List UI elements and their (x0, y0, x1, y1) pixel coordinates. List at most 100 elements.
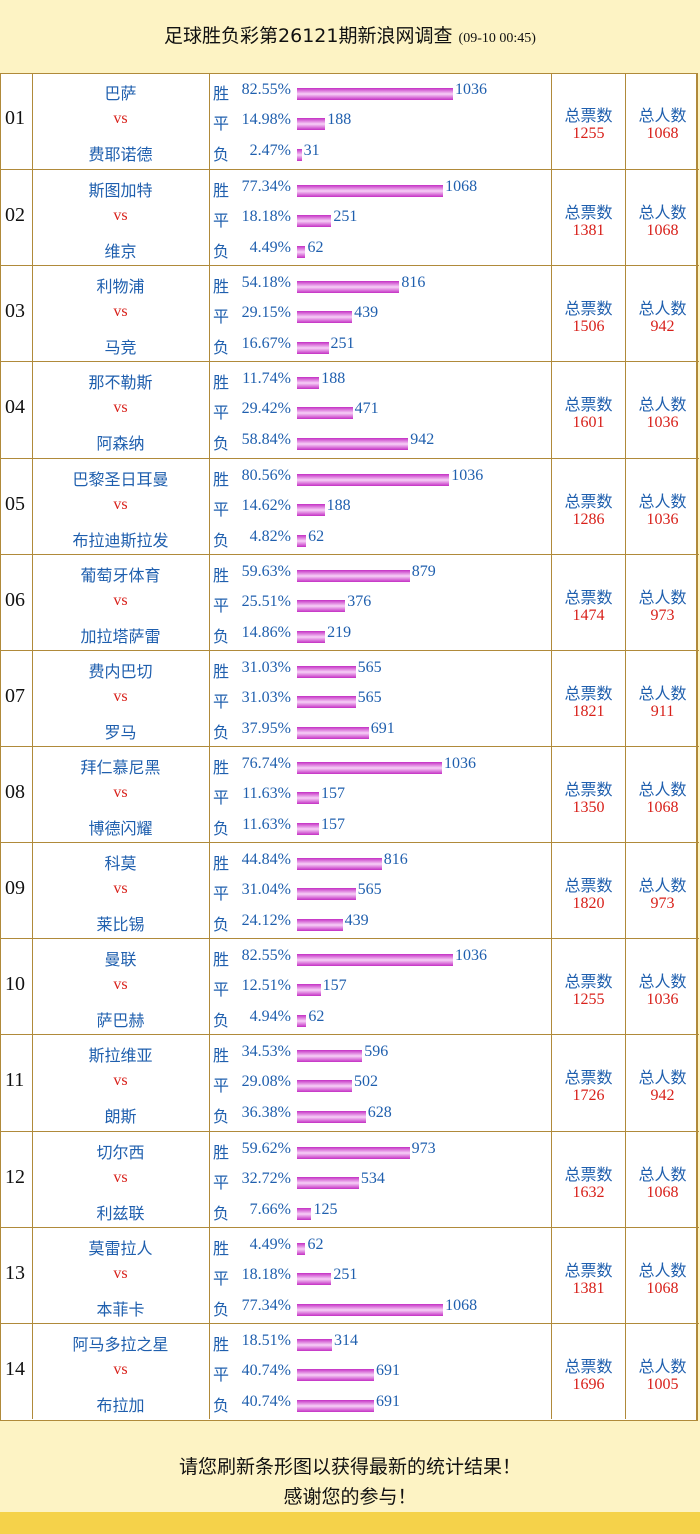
cell-border (209, 843, 210, 939)
count: 565 (357, 688, 382, 706)
footer-line: 请您刷新条形图以获得最新的统计结果！ (178, 1456, 521, 1478)
percentage: 24.12% (241, 912, 291, 930)
bar (297, 665, 356, 678)
bar (297, 1338, 332, 1351)
cell-border (551, 1131, 552, 1227)
total-votes-label: 总票数 (564, 491, 613, 511)
outcome-label: 胜 (213, 758, 230, 777)
outcome-label: 平 (213, 499, 230, 519)
total-votes: 1696 (572, 1375, 605, 1393)
count: 816 (383, 851, 408, 869)
match-number: 02 (5, 204, 25, 227)
vs: vs (113, 591, 128, 609)
footer-strip (0, 1512, 700, 1534)
count: 596 (364, 1043, 389, 1061)
vs: vs (113, 207, 128, 225)
vs: vs (113, 784, 128, 801)
cell-border (625, 170, 626, 266)
outcome-label: 平 (213, 307, 230, 327)
bar (297, 1399, 374, 1412)
total-people-label: 总人数 (638, 1356, 687, 1376)
cell-border (32, 73, 33, 170)
row: 01 巴萨 vs 费耶诺德 胜 82.55% 1036 平 14.98% 188 负 2.47% 31 总… (1, 73, 699, 170)
bar (297, 1368, 374, 1381)
total-people: 1068 (646, 125, 679, 142)
bar (297, 792, 319, 804)
total-votes: 1506 (572, 318, 605, 336)
outcome-label: 平 (213, 980, 230, 1000)
cell-border (209, 458, 210, 554)
total-people: 973 (650, 606, 675, 624)
total-people: 1036 (646, 510, 679, 528)
outcome-label: 胜 (213, 84, 230, 103)
cell-border (209, 939, 210, 1035)
cell-border (551, 747, 552, 843)
bar (297, 473, 450, 486)
home-team: 阿马多拉之星 (72, 1334, 169, 1354)
total-votes-label: 总票数 (564, 1068, 613, 1088)
bar (297, 1176, 359, 1189)
home-team: 那不勒斯 (88, 373, 153, 393)
percentage: 18.18% (241, 1265, 291, 1283)
percentage: 4.94% (249, 1008, 291, 1026)
cell-border (32, 650, 33, 747)
total-people: 1068 (646, 1183, 679, 1201)
percentage: 11.63% (242, 816, 291, 833)
total-votes: 1350 (572, 799, 605, 816)
total-votes: 1821 (572, 702, 605, 720)
match-number: 10 (5, 973, 25, 996)
total-votes-label: 总票数 (564, 395, 613, 415)
total-people-label: 总人数 (638, 1164, 687, 1184)
vs: vs (113, 687, 128, 705)
cell-border (32, 554, 33, 650)
total-people-label: 总人数 (638, 1068, 687, 1088)
outcome-label: 负 (213, 242, 230, 262)
match-number: 08 (5, 781, 25, 803)
count: 62 (307, 239, 324, 257)
count: 691 (375, 1361, 400, 1379)
bar (297, 1111, 366, 1124)
cell-border (625, 1035, 626, 1131)
match-number: 11 (5, 1069, 25, 1092)
count: 471 (354, 400, 379, 418)
away-team: 罗马 (104, 722, 137, 742)
total-votes-label: 总票数 (564, 683, 613, 703)
percentage: 31.03% (241, 658, 291, 676)
outcome-label: 负 (213, 145, 230, 164)
outcome-label: 胜 (213, 661, 230, 681)
count: 1036 (455, 947, 488, 965)
percentage: 11.63% (242, 785, 291, 802)
bar (297, 919, 343, 932)
count: 251 (330, 335, 355, 353)
bar (297, 185, 444, 198)
cell-border (625, 73, 626, 170)
total-people: 1068 (646, 799, 679, 816)
cell-border (625, 843, 626, 939)
total-people-label: 总人数 (638, 587, 687, 607)
total-votes: 1726 (572, 1087, 605, 1105)
percentage: 36.38% (241, 1104, 291, 1122)
count: 973 (411, 1139, 436, 1157)
total-people-label: 总人数 (638, 106, 687, 125)
count: 125 (313, 1200, 338, 1218)
total-people-label: 总人数 (638, 491, 687, 511)
outcome-label: 负 (213, 722, 230, 742)
bar (297, 311, 353, 324)
count: 1036 (455, 81, 488, 98)
home-team: 科莫 (104, 854, 137, 874)
match-number: 13 (5, 1261, 25, 1284)
total-votes-label: 总票数 (564, 780, 613, 799)
outcome-label: 负 (213, 1299, 230, 1319)
bar (297, 1303, 444, 1316)
total-votes-label: 总票数 (564, 876, 613, 896)
cell-border (551, 650, 552, 747)
total-votes-label: 总票数 (564, 1260, 613, 1280)
count: 188 (326, 496, 351, 514)
vs: vs (113, 110, 128, 127)
match-number: 09 (5, 877, 25, 900)
count: 157 (322, 977, 347, 995)
total-votes-label: 总票数 (564, 1356, 613, 1376)
total-people-label: 总人数 (638, 683, 687, 703)
percentage: 31.03% (241, 688, 291, 706)
count: 1036 (444, 755, 477, 772)
